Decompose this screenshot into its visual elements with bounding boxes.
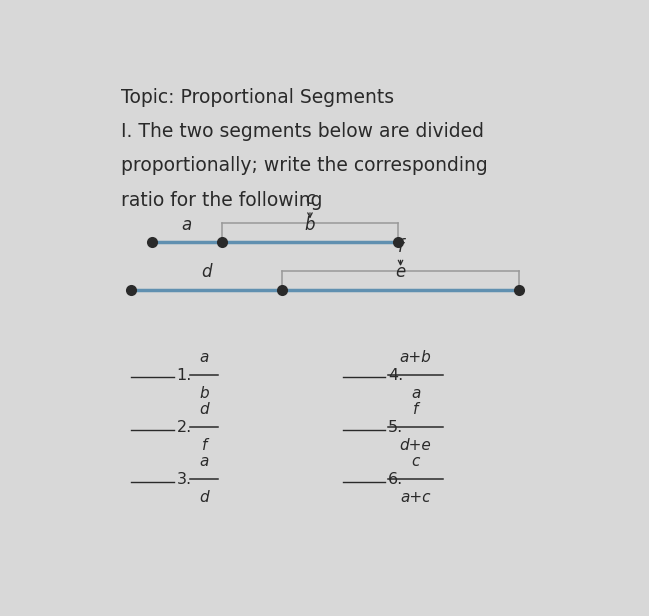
Text: a+b: a+b [400,350,432,365]
Text: ratio for the following: ratio for the following [121,190,323,209]
Text: 2.: 2. [177,419,192,435]
Text: d: d [199,402,209,417]
Text: f: f [413,402,419,417]
Text: f: f [398,238,404,256]
Text: I. The two segments below are divided: I. The two segments below are divided [121,123,484,141]
Text: 3.: 3. [177,472,192,487]
Text: a: a [411,386,421,400]
Text: 6.: 6. [388,472,403,487]
Text: a: a [200,454,209,469]
Text: c: c [306,190,315,208]
Text: 4.: 4. [388,368,403,383]
Text: d+e: d+e [400,438,432,453]
Text: a: a [200,350,209,365]
Text: a+c: a+c [400,490,431,505]
Text: proportionally; write the corresponding: proportionally; write the corresponding [121,156,488,176]
Text: f: f [202,438,207,453]
Text: d: d [202,263,212,281]
Text: 1.: 1. [177,368,192,383]
Text: a: a [182,216,192,233]
Text: b: b [305,216,315,233]
Text: 5.: 5. [388,419,403,435]
Text: d: d [199,490,209,505]
Text: Topic: Proportional Segments: Topic: Proportional Segments [121,88,395,107]
Text: b: b [199,386,209,400]
Text: e: e [395,263,406,281]
Text: c: c [411,454,420,469]
